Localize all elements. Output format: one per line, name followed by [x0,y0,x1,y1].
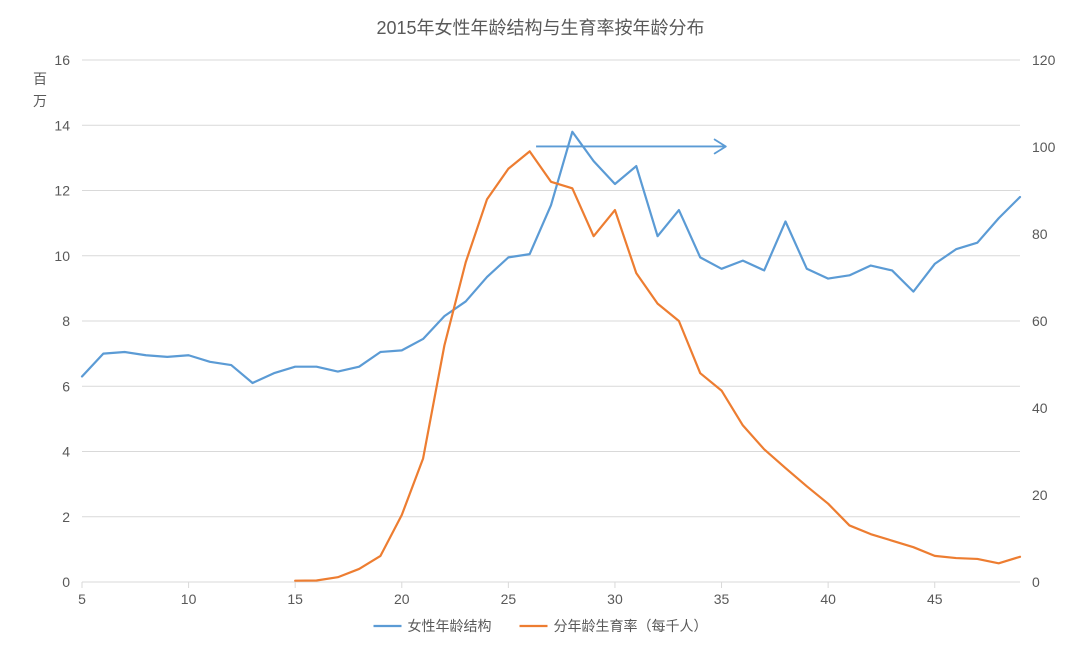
y-right-tick-label: 100 [1032,139,1056,155]
x-tick-label: 45 [927,591,943,607]
y-right-tick-label: 0 [1032,574,1040,590]
x-tick-label: 20 [394,591,410,607]
y-left-tick-label: 16 [54,52,70,68]
y-left-tick-label: 6 [62,378,70,394]
x-tick-label: 40 [820,591,836,607]
chart-container: 2015年女性年龄结构与生育率按年龄分布 5101520253035404502… [0,0,1081,650]
y-left-unit-label: 万 [33,93,47,109]
y-right-tick-label: 40 [1032,400,1048,416]
chart-svg: 5 10 15 20 25 30 35 40 45 0 2 4 6 8 10 12 14 16 0 20 40 60 80 1… [0,0,1081,650]
y-right-tick-label: 20 [1032,487,1048,503]
x-tick-label: 5 [78,591,86,607]
x-tick-label: 25 [501,591,517,607]
y-left-tick-label: 8 [62,313,70,329]
y-right-tick-label: 80 [1032,226,1048,242]
x-tick-label: 15 [287,591,303,607]
x-tick-label: 30 [607,591,623,607]
y-left-tick-label: 14 [54,117,70,133]
x-tick-label: 35 [714,591,730,607]
y-right-tick-label: 60 [1032,313,1048,329]
y-left-tick-label: 2 [62,509,70,525]
series-line [82,132,1020,383]
y-left-tick-label: 10 [54,248,70,264]
y-left-unit-label: 百 [33,71,47,87]
y-left-tick-label: 12 [54,183,70,199]
y-left-tick-label: 0 [62,574,70,590]
x-tick-label: 10 [181,591,197,607]
y-left-tick-label: 4 [62,444,70,460]
y-right-tick-label: 120 [1032,52,1056,68]
legend-label: 分年龄生育率（每千人） [554,618,708,634]
legend-label: 女性年龄结构 [408,618,492,634]
